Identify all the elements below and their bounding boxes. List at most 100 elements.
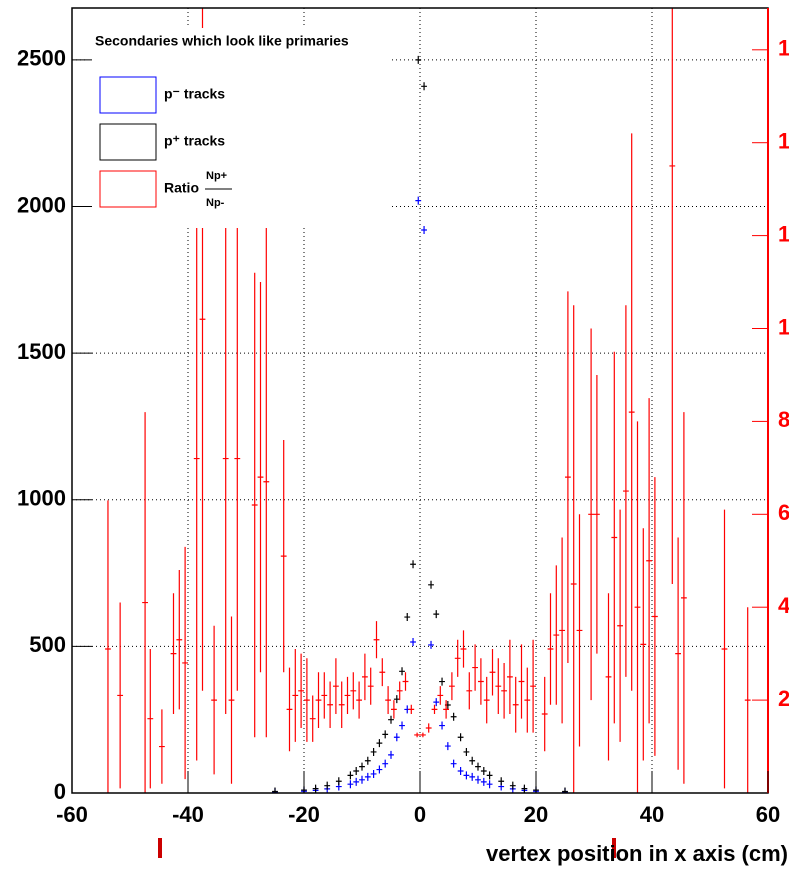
ratio-point [617, 509, 623, 742]
ratio-point [646, 398, 652, 724]
ratio-point [373, 621, 380, 659]
ratio-point [576, 514, 583, 747]
ratio-point [170, 593, 177, 715]
ratio-point [472, 644, 478, 691]
ratio-point [483, 676, 490, 724]
ratio-point [634, 421, 641, 793]
hist-point [370, 769, 377, 778]
hist-point [393, 733, 400, 742]
ratio-point [105, 500, 111, 793]
hist-point [433, 698, 440, 707]
hist-point [399, 721, 405, 730]
ratio-point [408, 704, 415, 715]
ratio-point [652, 477, 658, 756]
hist-point [463, 747, 470, 756]
legend-fraction-den: Np- [206, 197, 225, 209]
hist-point [364, 756, 371, 765]
hist-point [450, 759, 457, 768]
hist-point [347, 771, 354, 780]
legend-swatch [99, 76, 157, 114]
hist-point [312, 784, 319, 793]
ratio-point [640, 528, 647, 761]
ratio-point [547, 593, 554, 705]
y-tick-label: 1500 [17, 339, 66, 364]
hist-point [347, 780, 354, 789]
hist-point [410, 560, 416, 569]
ratio-point [454, 639, 461, 677]
hist-point [370, 747, 377, 756]
legend-box [88, 28, 390, 228]
ratio-point [159, 709, 165, 784]
hist-point [421, 225, 427, 234]
hist-point [433, 610, 440, 619]
hist-point [272, 787, 278, 793]
y-tick-label: 0 [54, 779, 66, 804]
hist-point [469, 756, 476, 765]
hist-point [428, 580, 434, 589]
hist-point [480, 767, 487, 776]
ratio-point [182, 546, 188, 780]
hist-point [428, 640, 434, 649]
ratio-point [234, 226, 241, 691]
ratio-point [280, 439, 287, 673]
ratio-point [333, 658, 339, 715]
hist-point [457, 767, 464, 776]
hist-point [439, 677, 445, 686]
hist-point [486, 780, 493, 789]
x-tick-label: 40 [640, 802, 664, 827]
ratio-point [530, 639, 536, 733]
ratio-point [512, 676, 519, 733]
hist-point [353, 767, 360, 776]
ratio-point [489, 649, 496, 696]
ratio-point [744, 607, 751, 793]
ratio-point [263, 226, 270, 738]
ratio-point [559, 537, 565, 724]
hist-point [376, 765, 383, 774]
x-tick-label: 60 [756, 802, 780, 827]
y2-tick-label: 1 [778, 129, 789, 154]
hist-point [521, 784, 528, 793]
ratio-point [147, 649, 154, 789]
ratio-point [518, 644, 525, 719]
ratio-point [443, 700, 449, 719]
legend-title: Secondaries which look like primaries [95, 33, 349, 49]
y2-tick-label: 8 [778, 407, 789, 432]
ratio-point [437, 686, 444, 705]
hist-point [324, 781, 331, 790]
ratio-point [541, 676, 548, 752]
ratio-point [449, 672, 455, 701]
ratio-point [228, 616, 235, 784]
ratio-point [420, 732, 426, 738]
ratio-point [681, 412, 687, 784]
ratio-point [286, 667, 293, 752]
y2-tick-label: 1 [778, 221, 789, 246]
hist-point [509, 781, 516, 790]
ratio-point [298, 653, 304, 728]
hist-point [359, 775, 365, 784]
ratio-point [257, 282, 264, 673]
ratio-point [478, 658, 484, 705]
ratio-point [669, 8, 676, 584]
legend-label: Ratio [164, 180, 199, 196]
ratio-point [565, 291, 571, 663]
hist-point [498, 777, 505, 786]
ratio-point [211, 625, 217, 775]
ratio-point [367, 667, 374, 705]
ratio-point [605, 593, 612, 761]
hist-point [480, 777, 487, 786]
ratio-point [594, 374, 600, 654]
ratio-point [321, 672, 328, 719]
legend-swatch [99, 123, 157, 161]
hist-point [415, 55, 422, 64]
y2-tick-label: 1 [778, 36, 789, 61]
hist-point [439, 721, 445, 730]
plot-area [105, 8, 751, 793]
ratio-point [721, 509, 728, 789]
hist-point [469, 772, 476, 781]
legend: Secondaries which look like primaries p⁻… [88, 28, 390, 228]
hist-point [410, 637, 416, 646]
legend-label: p⁻ tracks [164, 86, 225, 102]
ratio-point [414, 732, 420, 738]
ratio-point [385, 686, 391, 715]
